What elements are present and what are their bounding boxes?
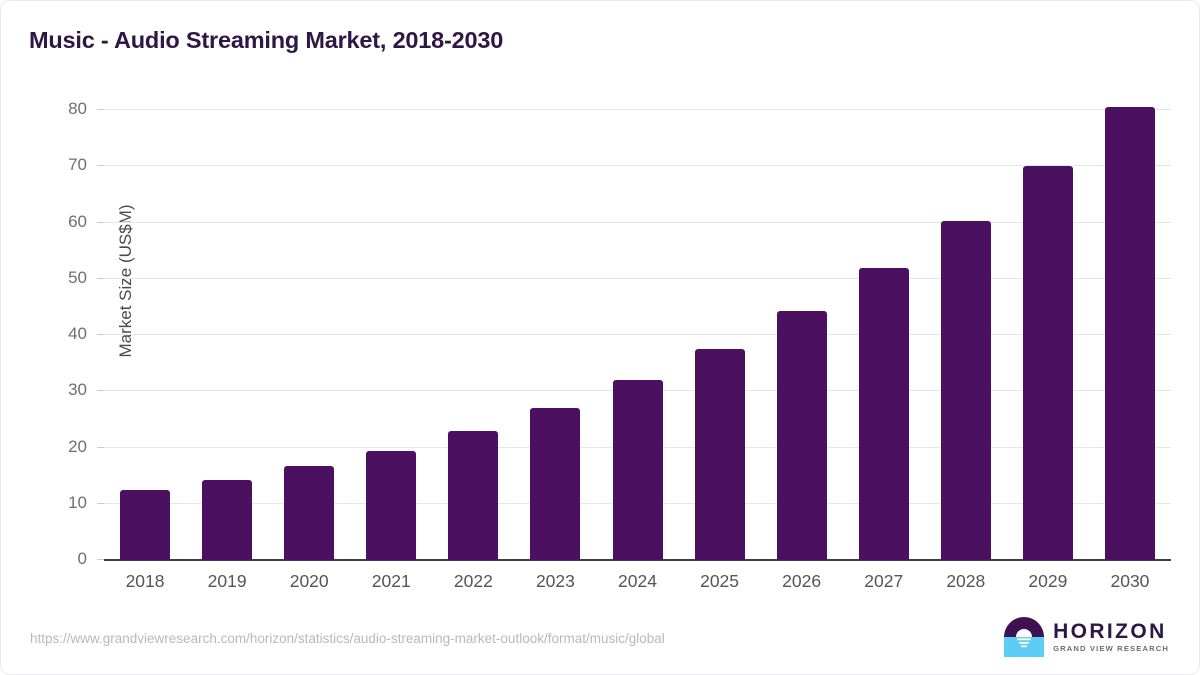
y-tick-mark <box>97 277 104 279</box>
bar-2023[interactable] <box>530 408 581 560</box>
x-tick-label-2027: 2027 <box>864 571 904 591</box>
y-tick-label: 20 <box>68 436 87 456</box>
y-tick-label: 40 <box>68 324 87 343</box>
bar-2027[interactable] <box>858 267 909 560</box>
x-tick-label-2030: 2030 <box>1110 571 1150 591</box>
x-tick-label-2022: 2022 <box>453 571 493 591</box>
y-tick-mark <box>97 559 104 560</box>
x-tick-label-2021: 2021 <box>371 571 411 591</box>
y-tick-label: 10 <box>68 492 87 512</box>
y-tick-label: 80 <box>68 99 87 118</box>
x-tick-label-2025: 2025 <box>700 571 740 591</box>
gridline <box>104 277 1171 279</box>
source-url[interactable]: https://www.grandviewresearch.com/horizo… <box>30 631 665 646</box>
bar-2021[interactable] <box>366 450 417 560</box>
x-tick-label-2026: 2026 <box>782 571 822 591</box>
logo-text-block: HORIZON GRAND VIEW RESEARCH <box>1053 621 1169 653</box>
bar-2028[interactable] <box>940 220 991 560</box>
bar-2025[interactable] <box>694 348 745 560</box>
x-tick-label-2020: 2020 <box>289 571 329 591</box>
bar-2029[interactable] <box>1022 166 1073 560</box>
x-tick-label-2029: 2029 <box>1028 571 1068 591</box>
y-tick-mark <box>97 109 104 110</box>
page-title: Music - Audio Streaming Market, 2018-203… <box>29 27 504 53</box>
bar-2022[interactable] <box>448 430 499 560</box>
y-tick-label: 70 <box>68 155 87 175</box>
logo-tagline: GRAND VIEW RESEARCH <box>1053 644 1169 654</box>
y-tick-label: 30 <box>68 380 87 400</box>
bar-2026[interactable] <box>776 311 827 560</box>
y-tick-label: 50 <box>68 267 87 287</box>
gridline <box>104 334 1171 335</box>
y-tick-mark <box>97 165 104 167</box>
bar-series <box>104 107 1171 560</box>
x-tick-label-2018: 2018 <box>125 571 165 591</box>
y-tick-mark <box>97 221 104 223</box>
y-tick-label: 0 <box>77 549 87 568</box>
gridline <box>104 109 1171 110</box>
y-tick-label: 60 <box>68 211 87 231</box>
bar-2020[interactable] <box>284 466 335 560</box>
x-tick-label-2019: 2019 <box>207 571 247 591</box>
x-axis-line <box>104 559 1171 561</box>
gridline <box>104 165 1171 167</box>
y-tick-mark <box>97 334 104 335</box>
horizon-logo[interactable]: HORIZON GRAND VIEW RESEARCH <box>1004 617 1169 657</box>
x-tick-label-2024: 2024 <box>618 571 657 591</box>
x-tick-label-2023: 2023 <box>535 571 575 591</box>
y-tick-mark <box>97 502 104 504</box>
gridline <box>104 221 1171 223</box>
y-tick-mark <box>97 446 104 448</box>
logo-wordmark: HORIZON <box>1053 620 1167 644</box>
y-tick-mark <box>97 390 104 392</box>
x-tick-label-2028: 2028 <box>946 571 986 591</box>
horizon-sun-circle-icon <box>1004 617 1045 657</box>
bar-2024[interactable] <box>612 380 663 560</box>
bar-2019[interactable] <box>202 480 253 560</box>
bar-2030[interactable] <box>1104 107 1155 560</box>
bar-2018[interactable] <box>120 490 171 560</box>
